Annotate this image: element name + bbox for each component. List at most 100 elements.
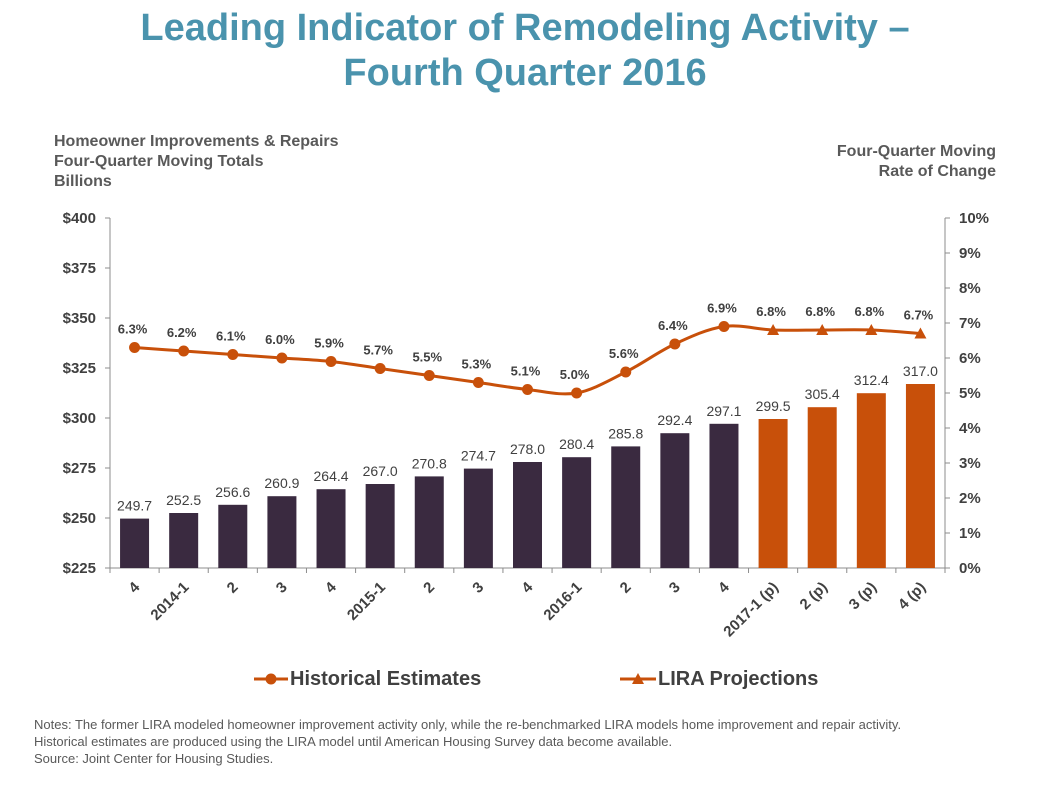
projection-triangle-marker <box>865 324 878 335</box>
x-axis-category-label: 2 <box>224 579 242 597</box>
bar-value-label: 317.0 <box>903 363 938 379</box>
x-axis-category-label: 2 (p) <box>797 579 831 613</box>
historical-bar <box>709 423 739 568</box>
rate-value-label: 6.1% <box>216 329 246 344</box>
historical-circle-marker <box>522 384 533 395</box>
left-axis-label-line: Homeowner Improvements & Repairs <box>54 133 339 150</box>
historical-circle-marker <box>669 338 681 350</box>
right-axis-tick-label: 5% <box>959 385 981 402</box>
historical-circle-marker <box>325 356 337 367</box>
notes-line: Notes: The former LIRA modeled homeowner… <box>34 717 902 732</box>
chart-plot: $225 $250 $275 $300 $325 $350 $375 $400 0% 1% 2% 3%… <box>63 210 989 640</box>
bar-value-label: 252.5 <box>166 492 201 508</box>
historical-circle-marker <box>472 377 484 388</box>
rate-value-label: 5.0% <box>560 367 590 382</box>
right-axis-tick-label: 6% <box>959 350 981 367</box>
projection-triangle-marker <box>767 324 780 335</box>
historical-bar <box>463 468 493 568</box>
notes-line: Source: Joint Center for Housing Studies… <box>34 751 274 766</box>
x-axis-category-label: 2016-1 <box>540 579 585 624</box>
bar-value-label: 312.4 <box>854 372 889 388</box>
right-axis-tick-label: 2% <box>959 490 981 507</box>
x-axis-category-label: 4 <box>715 578 733 596</box>
historical-bar <box>414 476 444 568</box>
projection-bar <box>856 393 886 568</box>
projection-bar <box>758 419 788 568</box>
x-axis-category-label: 2 <box>617 579 635 597</box>
historical-bar <box>562 457 592 568</box>
bar-value-label: 305.4 <box>805 386 840 402</box>
right-axis-tick-label: 4% <box>959 420 981 437</box>
left-axis-tick-label: $300 <box>63 410 96 427</box>
historical-bar <box>316 489 346 568</box>
rate-value-label: 5.1% <box>511 364 541 379</box>
x-axis-category-label: 4 <box>125 578 143 596</box>
historical-circle-marker <box>718 321 730 332</box>
x-axis-category-label: 2015-1 <box>344 579 389 624</box>
historical-bar <box>611 446 641 568</box>
left-axis-tick-label: $275 <box>63 460 96 477</box>
projection-triangle-marker <box>816 324 829 335</box>
historical-bar <box>365 484 395 568</box>
rate-value-label: 6.2% <box>167 325 197 340</box>
rate-value-label: 6.8% <box>805 304 835 319</box>
bar-value-label: 285.8 <box>608 425 643 441</box>
legend-item-historical: Historical Estimates <box>254 666 481 692</box>
right-axis-label-line: Rate of Change <box>878 163 996 180</box>
right-axis-tick-label: 3% <box>959 455 981 472</box>
left-axis-label-line: Four-Quarter Moving Totals <box>54 153 264 170</box>
right-axis-tick-label: 1% <box>959 525 981 542</box>
right-axis-tick-label: 0% <box>959 560 981 577</box>
bar-value-label: 297.1 <box>706 403 741 419</box>
projection-bar <box>905 384 935 568</box>
right-axis-label: Four-Quarter Moving Rate of Change <box>837 142 996 182</box>
rate-value-label: 6.3% <box>118 322 148 337</box>
x-axis-category-label: 4 <box>518 578 536 596</box>
historical-circle-marker <box>178 345 190 357</box>
bar-value-label: 264.4 <box>314 468 349 484</box>
historical-circle-marker <box>374 363 386 374</box>
bar-value-label: 267.0 <box>363 463 398 479</box>
x-axis-category-label: 3 <box>469 579 487 597</box>
rate-value-label: 5.3% <box>462 357 492 372</box>
left-axis-tick-label: $375 <box>63 260 96 277</box>
rate-value-label: 5.7% <box>363 343 393 358</box>
right-axis-tick-label: 10% <box>959 210 989 227</box>
left-axis-tick-label: $400 <box>63 210 96 227</box>
bar-value-label: 280.4 <box>559 436 594 452</box>
legend-triangle-marker-icon <box>620 673 656 684</box>
left-axis-tick-label: $325 <box>63 360 96 377</box>
historical-bar <box>218 504 248 568</box>
historical-circle-marker <box>129 342 141 353</box>
historical-bar <box>660 433 690 568</box>
rate-value-label: 6.9% <box>707 301 737 316</box>
projection-bar <box>807 407 837 568</box>
left-axis-tick-label: $250 <box>63 510 96 527</box>
x-axis-category-label: 4 <box>322 578 340 596</box>
rate-value-label: 6.7% <box>904 308 934 323</box>
right-axis-tick-label: 9% <box>959 245 981 262</box>
rate-of-change-line <box>134 324 921 396</box>
rate-value-label: 6.4% <box>658 318 688 333</box>
projection-triangle-marker <box>914 327 927 339</box>
right-axis-label-line: Four-Quarter Moving <box>836 143 996 160</box>
rate-value-label: 5.5% <box>412 350 442 365</box>
historical-circle-marker <box>620 366 632 378</box>
historical-bar <box>267 496 297 568</box>
bar-value-label: 292.4 <box>657 412 692 428</box>
historical-bar <box>169 513 199 568</box>
x-axis-category-label: 2 <box>420 579 438 597</box>
notes: Notes: The former LIRA modeled homeowner… <box>34 716 1024 767</box>
bar-value-label: 256.6 <box>215 484 250 500</box>
historical-bar <box>513 462 542 568</box>
notes-line: Historical estimates are produced using … <box>34 734 673 749</box>
historical-bar <box>120 518 150 568</box>
right-axis-tick-label: 7% <box>959 315 981 332</box>
bar-value-label: 299.5 <box>756 398 791 414</box>
chart-title: Leading Indicator of Remodeling Activity… <box>0 6 1050 96</box>
historical-circle-marker <box>276 352 288 364</box>
bar-value-label: 274.7 <box>461 448 496 464</box>
rate-value-label: 5.6% <box>609 346 639 361</box>
x-axis-category-label: 3 <box>273 579 291 597</box>
x-axis-category-label: 3 <box>666 579 684 597</box>
